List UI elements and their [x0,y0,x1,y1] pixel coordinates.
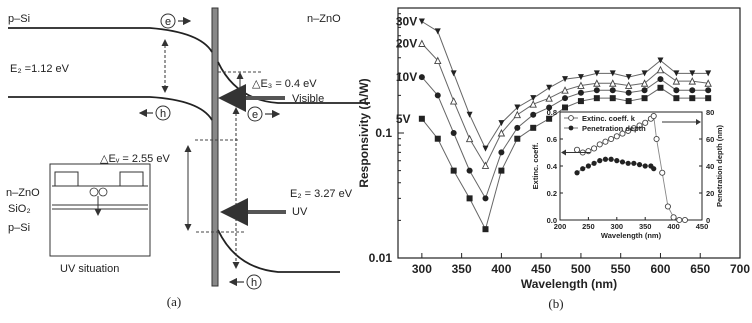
psi-valence-band [8,96,213,121]
label-eg-zno: E₂ = 3.27 eV [290,188,353,200]
caption-b: (b) [548,296,563,311]
label-n-zno: n–ZnO [307,13,341,25]
inset-label-psi: p–Si [8,222,30,234]
label-delta-ec: △E₃ = 0.4 eV [252,78,317,90]
electron-right: e [247,106,281,122]
label-uv: UV [292,206,308,218]
junction-interface [211,7,219,287]
inset-label-nzno: n–ZnO [6,187,40,199]
label-eg-si: E₂ =1.12 eV [10,63,70,75]
device-inset: n–ZnO SiO₂ p–Si UV situation [6,163,151,275]
electron-top: e [160,13,192,29]
caption-a: (a) [167,294,181,309]
inset-label-uv-situation: UV situation [60,263,119,275]
label-delta-ev: △Eᵥ = 2.55 eV [100,153,170,165]
psi-conduction-band [8,27,213,53]
svg-text:h: h [160,108,166,120]
hole-mid: h [138,105,171,121]
label-visible: Visible [292,93,324,105]
label-p-si: p–Si [8,13,30,25]
inset-label-sio2: SiO₂ [8,203,31,215]
svg-text:e: e [252,109,258,121]
hole-bottom: h [228,274,262,290]
svg-text:e: e [165,16,171,28]
svg-text:h: h [251,277,257,289]
zno-valence-band [217,229,340,273]
